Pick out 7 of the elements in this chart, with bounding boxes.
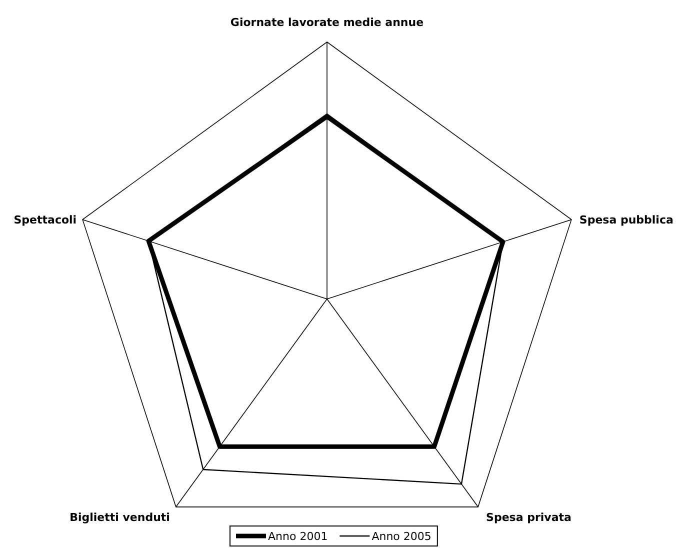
spoke-label: Spesa pubblica <box>579 214 674 227</box>
spoke-label: Spesa privata <box>486 510 572 524</box>
spoke-label: Spettacoli <box>14 214 77 227</box>
spoke-label: Giornate lavorate medie annue <box>230 16 424 29</box>
legend-label: Anno 2001 <box>268 530 328 543</box>
spoke-label: Biglietti venduti <box>70 510 170 524</box>
legend-label: Anno 2005 <box>372 530 432 543</box>
